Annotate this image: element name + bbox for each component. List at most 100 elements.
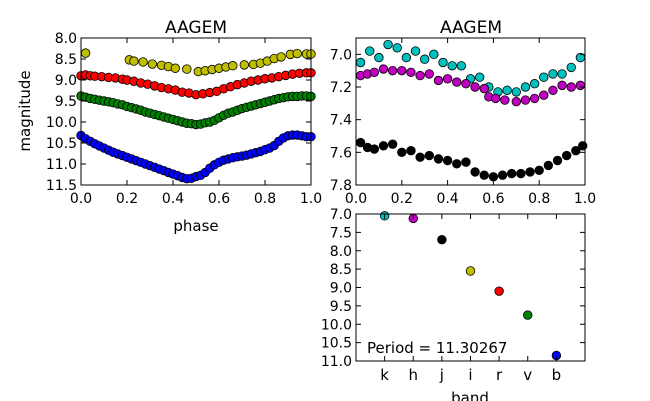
data-point-k xyxy=(529,79,540,89)
data-point-j xyxy=(433,154,444,164)
data-point-k xyxy=(383,39,393,50)
data-point-k xyxy=(474,72,485,82)
x-tick-label: r xyxy=(496,366,503,384)
data-point-k xyxy=(456,61,467,71)
data-point-k xyxy=(410,46,421,56)
plot-frame xyxy=(355,37,586,186)
data-point-j xyxy=(507,168,517,179)
data-points xyxy=(76,48,316,184)
data-point-j xyxy=(552,155,563,166)
data-point-j xyxy=(543,160,554,171)
data-point-v xyxy=(523,310,533,320)
x-tick-label: 0.2 xyxy=(391,191,413,207)
x-tick-label: 0.2 xyxy=(116,191,138,207)
x-tick-label: 0.6 xyxy=(482,191,504,207)
data-point-i xyxy=(80,48,91,58)
data-point-h xyxy=(461,79,471,89)
data-point-i xyxy=(147,59,158,69)
y-tick-label: 7.6 xyxy=(330,145,352,161)
x-tick-label: b xyxy=(552,366,562,384)
data-point-h xyxy=(378,64,389,74)
data-point-k xyxy=(401,52,412,63)
y-tick-label: 7.8 xyxy=(330,178,352,194)
x-tick-label: i xyxy=(468,366,472,384)
data-point-j xyxy=(387,139,398,149)
data-point-k xyxy=(566,62,576,73)
data-point-h xyxy=(387,65,398,76)
data-point-k xyxy=(548,69,558,79)
data-point-j xyxy=(488,172,499,182)
data-point-h xyxy=(433,75,444,86)
data-point-i xyxy=(239,60,250,70)
x-tick-label: 0.4 xyxy=(162,191,184,207)
data-point-j xyxy=(461,157,471,167)
data-point-k xyxy=(420,54,430,64)
data-point-h xyxy=(452,77,462,87)
x-tick-label: 0.4 xyxy=(436,191,458,207)
band-magnitude-panel: k h j i r v b 7.0 7.5 8.0 8.5 9.0 9.5 10.0 10.5 11.0 Pe… xyxy=(321,207,586,401)
x-tick-label: 1.0 xyxy=(574,191,596,207)
data-point-h xyxy=(529,93,540,104)
data-point-j xyxy=(378,141,389,151)
x-tick-label: j xyxy=(439,366,444,384)
data-point-k xyxy=(520,82,531,92)
y-tick-label: 7.0 xyxy=(330,207,352,223)
data-point-h xyxy=(479,83,489,94)
data-point-j xyxy=(470,167,480,177)
data-point-h xyxy=(539,90,549,100)
data-point-k xyxy=(392,43,402,53)
data-point-h xyxy=(511,96,522,107)
data-point-j xyxy=(571,145,581,156)
data-point-i xyxy=(182,64,192,74)
data-point-k xyxy=(511,87,522,97)
data-point-h xyxy=(415,70,425,81)
data-point-k xyxy=(502,85,512,95)
data-point-i xyxy=(138,57,148,67)
data-point-j xyxy=(437,235,447,245)
y-tick-label: 9.0 xyxy=(55,73,77,89)
y-tick-label: 10.0 xyxy=(321,317,352,333)
data-point-j xyxy=(442,155,453,166)
data-point-j xyxy=(578,141,588,151)
y-tick-label: 8.5 xyxy=(330,262,352,278)
data-points xyxy=(379,211,562,361)
x-tick-label: 0.8 xyxy=(254,191,276,207)
data-point-h xyxy=(490,93,501,104)
data-point-h xyxy=(520,95,531,105)
data-point-k xyxy=(438,57,448,68)
data-point-j xyxy=(479,170,489,180)
x-tick-label: 0.0 xyxy=(70,191,92,207)
data-point-j xyxy=(452,159,462,169)
data-point-j xyxy=(525,167,535,177)
x-tick-label: 0.8 xyxy=(528,191,550,207)
data-point-h xyxy=(397,65,407,76)
data-point-j xyxy=(369,144,380,154)
data-point-i xyxy=(276,52,286,62)
data-point-i xyxy=(129,56,139,66)
x-tick-label: k xyxy=(380,366,389,384)
data-point-i xyxy=(228,61,238,71)
data-point-h xyxy=(548,85,558,95)
y-tick-label: 11.0 xyxy=(321,354,352,370)
x-tick-label: 1.0 xyxy=(300,191,322,207)
data-point-h xyxy=(369,67,380,78)
axis-ticks: k h j i r v b 7.0 7.5 8.0 8.5 9.0 9.5 10.0 10.5 11.0 xyxy=(321,207,585,384)
data-point-h xyxy=(566,82,576,92)
x-tick-label: 0.0 xyxy=(345,191,367,207)
data-point-j xyxy=(406,145,416,156)
data-point-j xyxy=(415,152,425,162)
data-point-j xyxy=(516,168,526,179)
y-tick-label: 10.0 xyxy=(46,115,77,131)
data-point-j xyxy=(561,150,572,161)
data-point-h xyxy=(442,74,453,84)
x-tick-label: 0.6 xyxy=(208,191,230,207)
phase-magnitude-jhk-panel: AAGEM 0.0 0.2 0.4 0.6 0.8 1.0 7.0 7.2 7.4 7.6 7.8 xyxy=(330,18,596,207)
y-tick-label: 11.0 xyxy=(46,157,77,173)
x-axis-label: phase xyxy=(173,217,218,235)
y-tick-label: 9.0 xyxy=(330,281,352,297)
data-point-h xyxy=(500,95,510,105)
y-tick-label: 9.5 xyxy=(55,94,77,110)
y-tick-label: 7.0 xyxy=(330,47,352,63)
x-tick-label: h xyxy=(408,366,418,384)
